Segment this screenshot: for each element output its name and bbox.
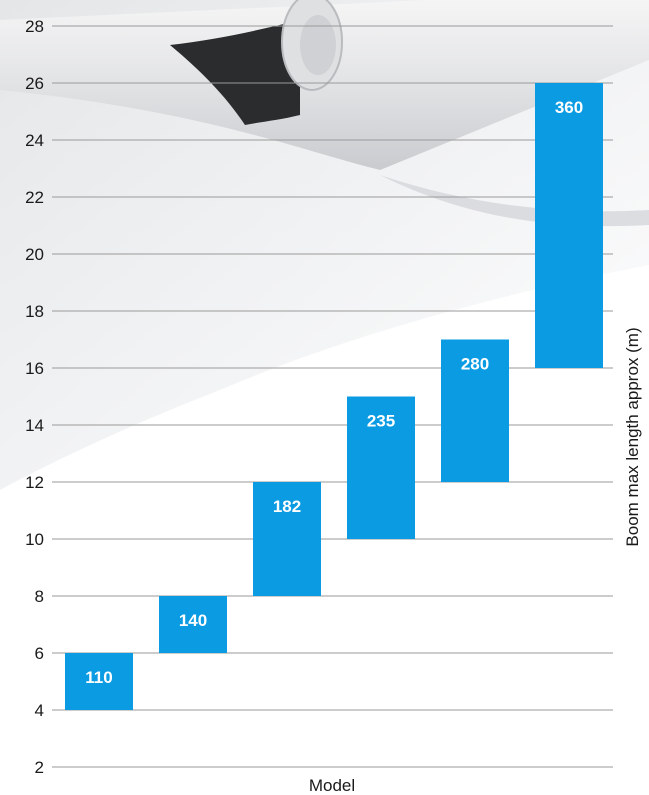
bar-value-label: 280 — [461, 355, 489, 374]
y-tick-label: 22 — [25, 188, 44, 207]
y-tick-label: 4 — [35, 701, 44, 720]
bar-110 — [65, 653, 133, 710]
y-tick-label: 24 — [25, 131, 44, 150]
bar-value-labels: 110 140 182 235 280 360 — [85, 98, 583, 687]
y-tick-label: 2 — [35, 758, 44, 777]
bars — [65, 83, 603, 710]
shutter-dark-section — [170, 20, 300, 125]
bar-280 — [441, 339, 509, 482]
x-axis-title: Model — [309, 776, 355, 795]
bar-360 — [535, 83, 603, 368]
y-tick-label: 28 — [25, 17, 44, 36]
y-tick-label: 8 — [35, 587, 44, 606]
y-tick-label: 18 — [25, 302, 44, 321]
pipe-end-inner — [300, 15, 336, 75]
bar-182 — [253, 482, 321, 596]
bar-value-label: 110 — [85, 668, 112, 687]
bar-value-label: 235 — [367, 412, 395, 431]
y-tick-label: 6 — [35, 644, 44, 663]
y-tick-label: 10 — [25, 530, 44, 549]
y-tick-label: 26 — [25, 74, 44, 93]
bar-value-label: 360 — [555, 98, 583, 117]
y-tick-label: 20 — [25, 245, 44, 264]
y-tick-label: 12 — [25, 473, 44, 492]
bar-140 — [159, 596, 227, 653]
y-gridlines — [52, 25, 613, 768]
y-tick-label: 16 — [25, 359, 44, 378]
y-axis-title: Boom max length approx (m) — [623, 327, 642, 546]
bar-235 — [347, 396, 415, 539]
bar-value-label: 140 — [179, 611, 207, 630]
y-tick-label: 14 — [25, 416, 44, 435]
bar-value-label: 182 — [273, 497, 301, 516]
